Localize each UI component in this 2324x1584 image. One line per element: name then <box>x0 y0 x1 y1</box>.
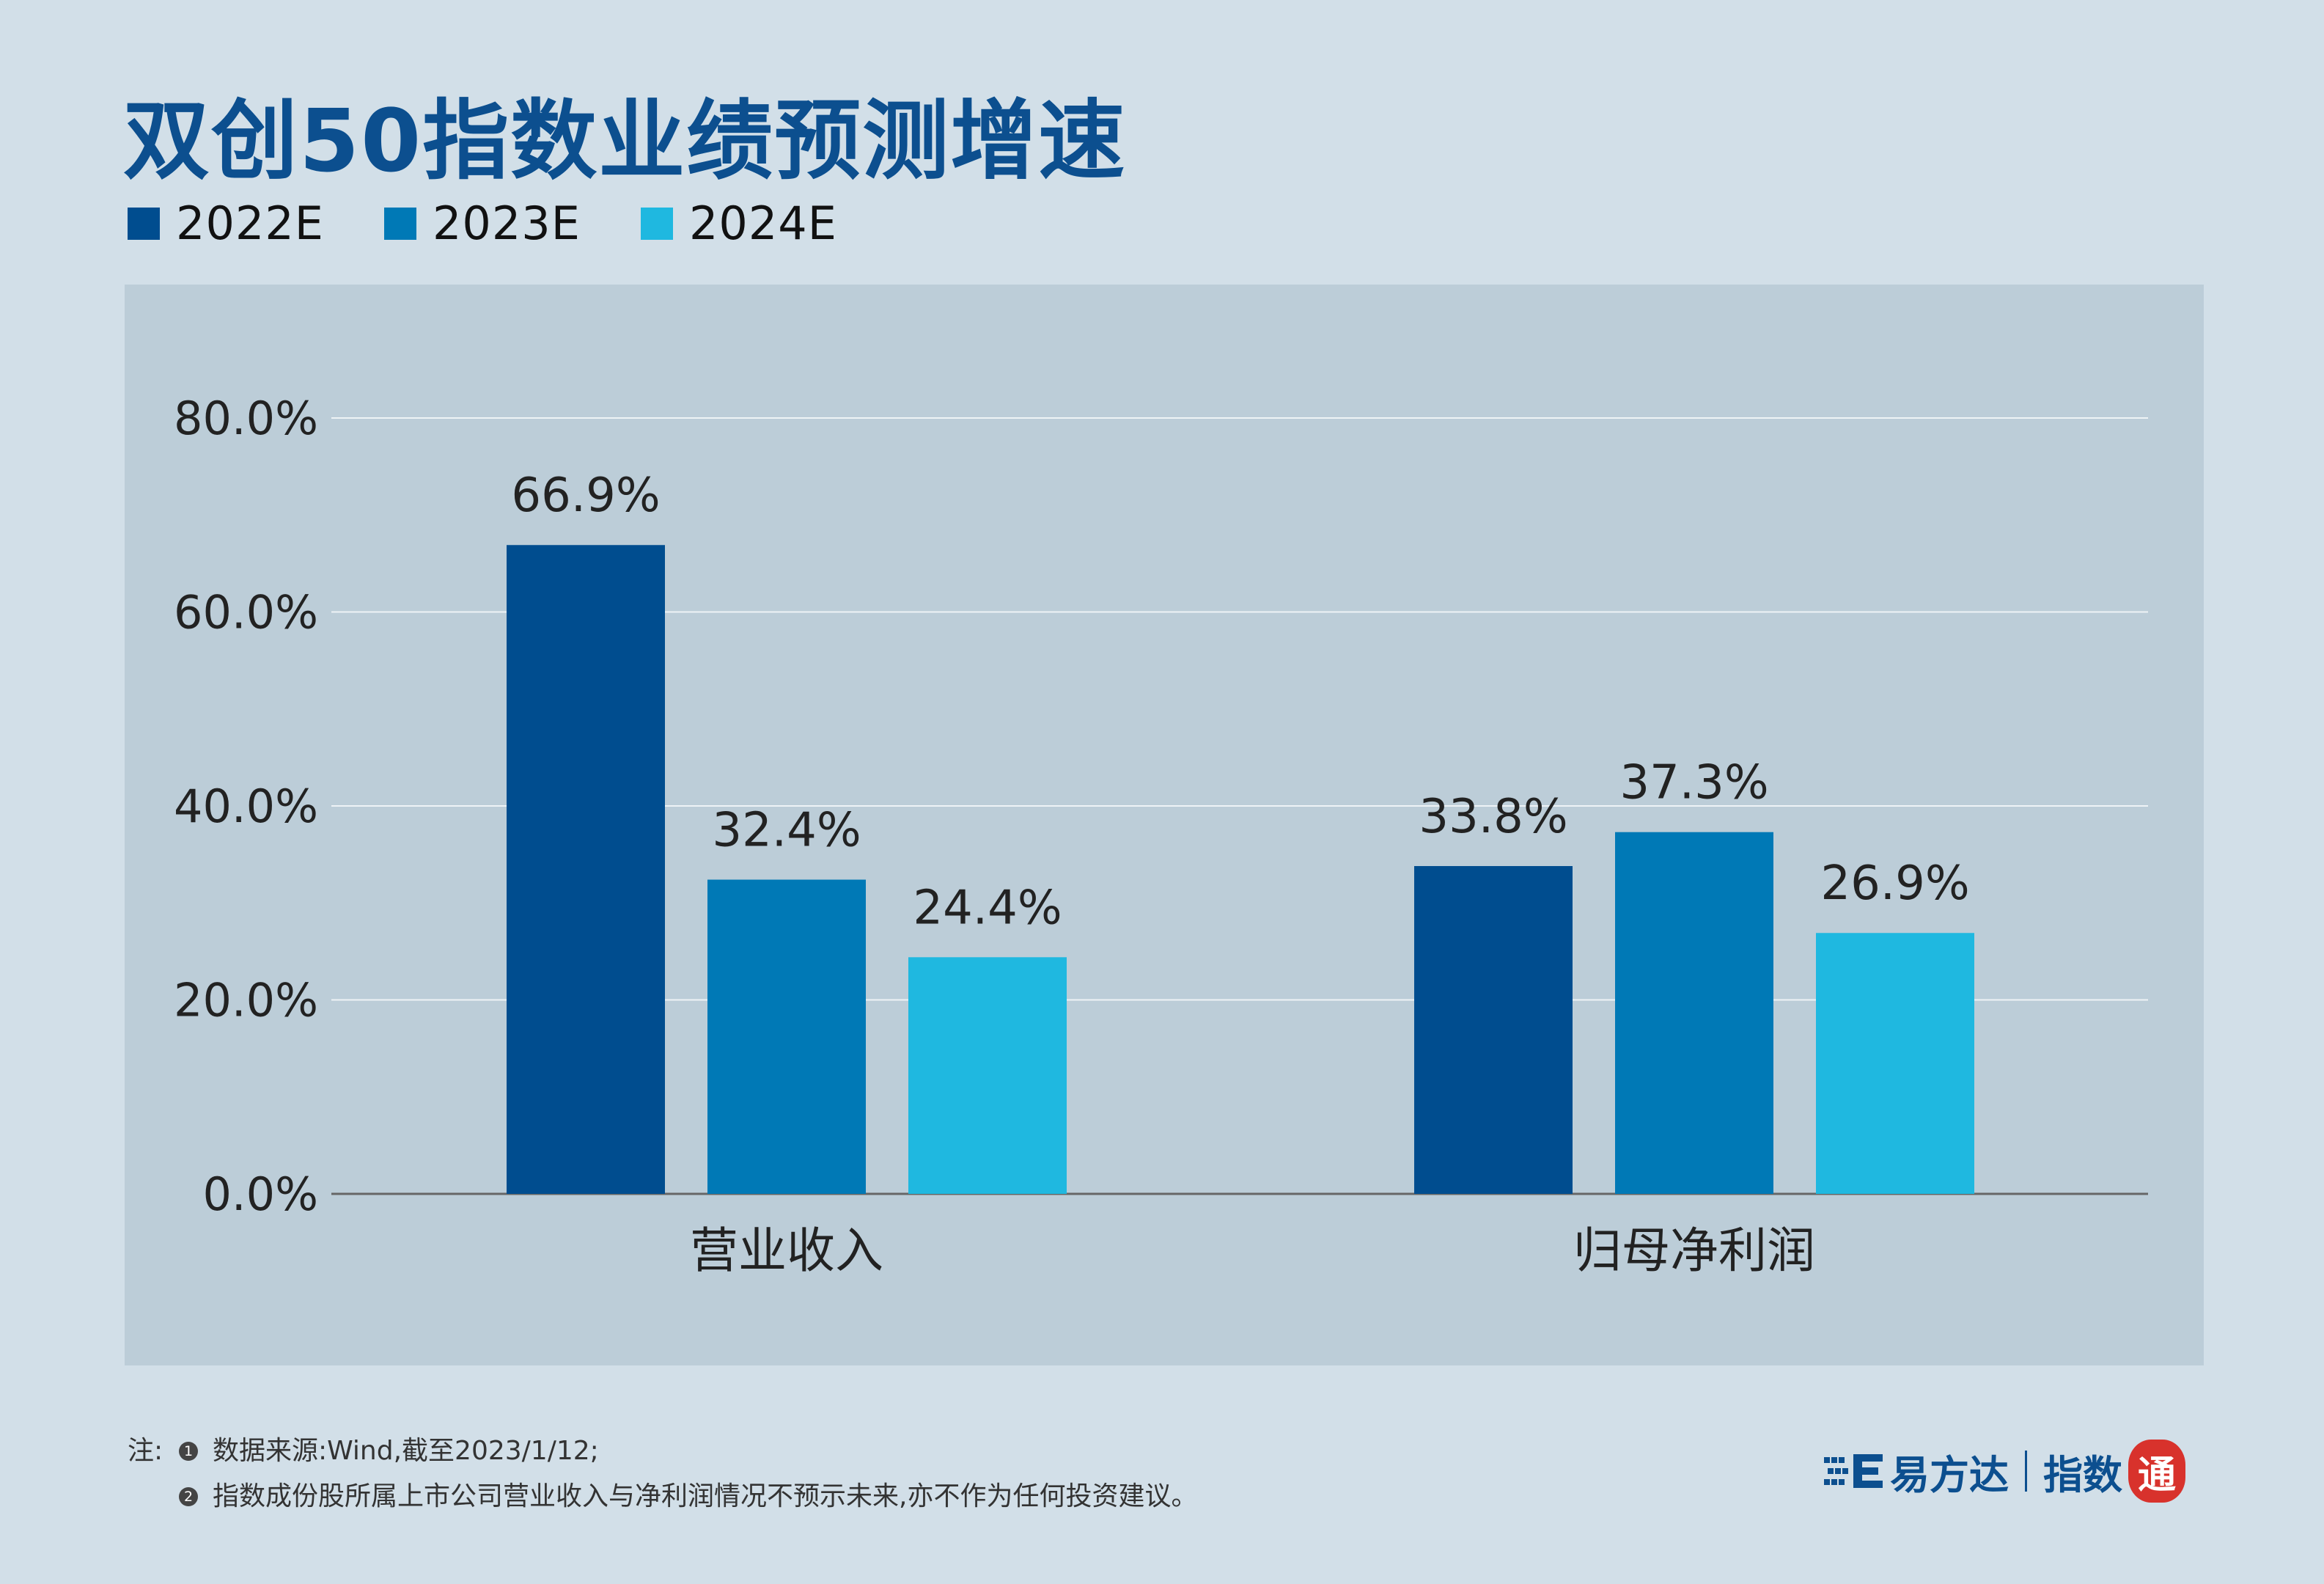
brand-name: 易方达 <box>1890 1451 2009 1498</box>
legend-item-2022e: 2022E <box>128 197 324 250</box>
data-label: 24.4% <box>913 881 1062 935</box>
bar <box>908 957 1067 1194</box>
legend-label: 2022E <box>176 197 324 250</box>
bar <box>1816 933 1974 1194</box>
brand-seal: 通 <box>2128 1440 2185 1503</box>
brand-divider <box>2025 1451 2027 1492</box>
bar-chart: 0.0% 20.0% 40.0% 60.0% 80.0% 66.9% 32.4% 24.4% 营… <box>174 392 2148 1279</box>
footnote-text: 数据来源:Wind,截至2023/1/12; <box>213 1436 599 1466</box>
data-label: 32.4% <box>712 804 861 858</box>
legend-swatch <box>640 207 673 240</box>
footnote-prefix: 注: <box>128 1436 163 1466</box>
legend-item-2023e: 2023E <box>383 197 581 250</box>
y-tick-label: 80.0% <box>174 392 318 445</box>
plot-panel: 0.0% 20.0% 40.0% 60.0% 80.0% 66.9% 32.4% 24.4% 营… <box>125 285 2204 1365</box>
legend-swatch <box>383 207 416 240</box>
e-fund-logo-icon <box>1824 1454 1883 1488</box>
legend-swatch <box>128 207 160 240</box>
footnote-row: 2 指数成份股所属上市公司营业收入与净利润情况不预示未来,亦不作为任何投资建议。 <box>128 1474 1197 1519</box>
bar <box>1414 865 1573 1194</box>
y-tick-label: 40.0% <box>174 780 318 833</box>
footnote-bullet: 2 <box>179 1487 198 1506</box>
legend-label: 2024E <box>688 197 837 250</box>
data-label: 37.3% <box>1619 756 1768 810</box>
y-tick-label: 0.0% <box>202 1167 318 1221</box>
y-tick-label: 60.0% <box>174 586 318 639</box>
chart-title: 双创50指数业绩预测增速 <box>123 90 1127 191</box>
footnote-text: 指数成份股所属上市公司营业收入与净利润情况不预示未来,亦不作为任何投资建议。 <box>213 1481 1198 1511</box>
data-label: 26.9% <box>1820 857 1969 911</box>
data-label: 66.9% <box>511 469 660 523</box>
legend: 2022E 2023E 2024E <box>128 197 897 250</box>
brand-logo: 易方达 指数 通 <box>1824 1434 2185 1508</box>
footnote-bullet: 1 <box>179 1442 198 1461</box>
y-tick-label: 20.0% <box>174 974 318 1027</box>
footnote: 注: 1 数据来源:Wind,截至2023/1/12; 2 指数成份股所属上市公… <box>128 1429 1197 1519</box>
data-label: 33.8% <box>1419 790 1567 844</box>
brand-sub: 指数 <box>2043 1451 2122 1498</box>
bar <box>1615 832 1773 1194</box>
bar <box>507 545 665 1194</box>
bar <box>707 879 866 1194</box>
footnote-row: 注: 1 数据来源:Wind,截至2023/1/12; <box>128 1429 1197 1474</box>
x-category-label: 营业收入 <box>690 1222 883 1279</box>
legend-label: 2023E <box>432 197 581 250</box>
x-category-label: 归母净利润 <box>1573 1222 1815 1279</box>
legend-item-2024e: 2024E <box>640 197 837 250</box>
